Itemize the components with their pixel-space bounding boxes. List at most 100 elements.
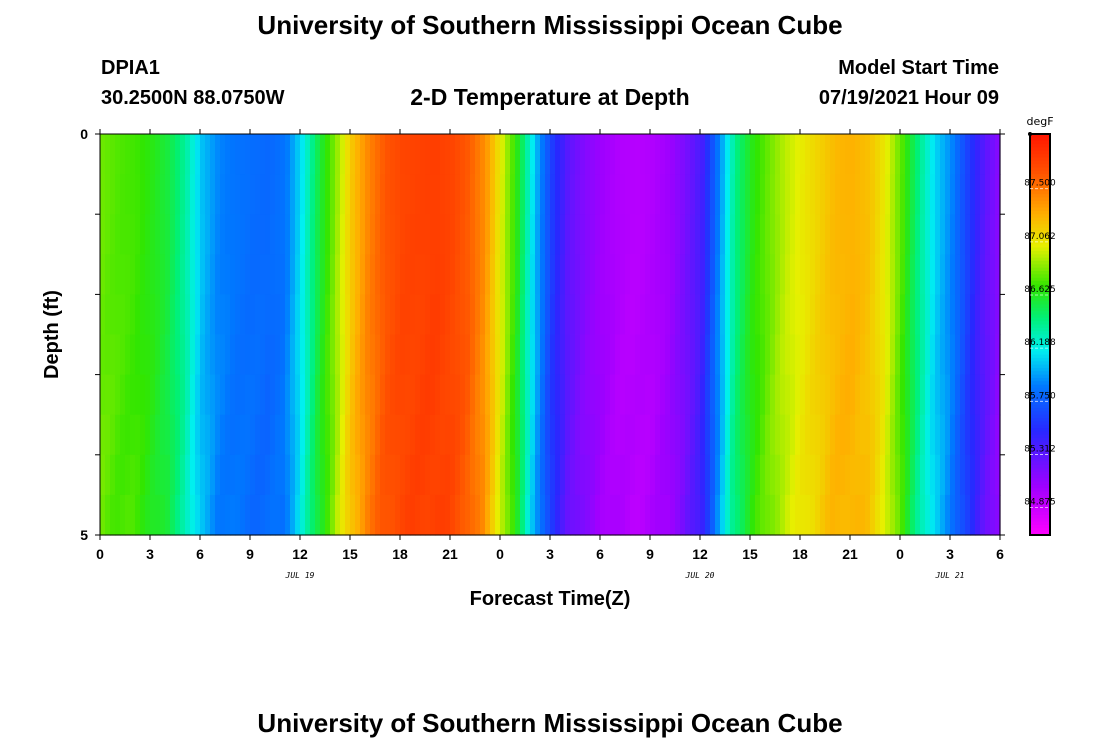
heatmap-cell — [865, 374, 871, 416]
heatmap-cell — [525, 374, 531, 416]
heatmap-cell — [255, 254, 261, 295]
heatmap-cell — [320, 174, 326, 215]
heatmap-cell — [450, 334, 456, 376]
heatmap-cell — [750, 254, 756, 295]
heatmap-cell — [795, 374, 801, 416]
heatmap-cell — [625, 494, 631, 536]
heatmap-cell — [850, 454, 856, 496]
heatmap-cell — [105, 134, 111, 175]
heatmap-cell — [835, 254, 841, 295]
heatmap-cell — [985, 454, 991, 496]
heatmap-cell — [680, 254, 686, 295]
heatmap-cell — [395, 334, 401, 376]
heatmap-cell — [695, 374, 701, 416]
heatmap-cell — [685, 174, 691, 215]
heatmap-cell — [580, 254, 586, 295]
colorbar-segment — [1030, 144, 1050, 148]
heatmap-cell — [125, 294, 131, 336]
heatmap-cell — [140, 174, 146, 215]
heatmap-cell — [890, 414, 896, 456]
colorbar-segment — [1030, 411, 1050, 416]
heatmap-cell — [545, 494, 551, 536]
heatmap-cell — [510, 414, 516, 456]
heatmap-cell — [695, 214, 701, 255]
colorbar-segment — [1030, 271, 1050, 275]
heatmap-cell — [495, 214, 501, 255]
heatmap-cell — [280, 494, 286, 536]
heatmap-cell — [465, 254, 471, 295]
x-tick-label: 12 — [692, 546, 708, 562]
heatmap — [100, 134, 1001, 536]
heatmap-cell — [885, 134, 891, 175]
colorbar-segment — [1030, 324, 1050, 329]
heatmap-cell — [380, 494, 386, 536]
heatmap-cell — [355, 134, 361, 175]
heatmap-cell — [685, 294, 691, 336]
x-tick-label: 3 — [146, 546, 154, 562]
heatmap-cell — [165, 174, 171, 215]
heatmap-cell — [150, 414, 156, 456]
heatmap-cell — [320, 334, 326, 376]
heatmap-cell — [980, 214, 986, 255]
heatmap-cell — [890, 454, 896, 496]
heatmap-cell — [375, 134, 381, 175]
heatmap-cell — [475, 214, 481, 255]
colorbar-segment — [1030, 274, 1050, 279]
heatmap-cell — [870, 294, 876, 336]
heatmap-cell — [720, 374, 726, 416]
heatmap-cell — [755, 134, 761, 175]
heatmap-cell — [705, 374, 711, 416]
x-tick-label: 21 — [442, 546, 458, 562]
heatmap-cell — [370, 374, 376, 416]
heatmap-cell — [875, 254, 881, 295]
heatmap-cell — [790, 294, 796, 336]
heatmap-cell — [485, 254, 491, 295]
heatmap-cell — [940, 374, 946, 416]
heatmap-cell — [125, 454, 131, 496]
colorbar-segment — [1030, 267, 1050, 272]
heatmap-cell — [505, 494, 511, 536]
colorbar-segment — [1030, 197, 1050, 202]
heatmap-cell — [540, 414, 546, 456]
heatmap-cell — [155, 414, 161, 456]
heatmap-cell — [530, 134, 536, 175]
heatmap-cell — [995, 294, 1001, 336]
colorbar-unit: degF — [1026, 115, 1053, 128]
heatmap-cell — [720, 494, 726, 536]
heatmap-cell — [315, 134, 321, 175]
colorbar-segment — [1030, 257, 1050, 262]
heatmap-cell — [345, 254, 351, 295]
heatmap-cell — [620, 294, 626, 336]
heatmap-cell — [705, 294, 711, 336]
heatmap-cell — [115, 294, 121, 336]
heatmap-cell — [730, 374, 736, 416]
heatmap-cell — [335, 254, 341, 295]
heatmap-cell — [475, 134, 481, 175]
heatmap-cell — [350, 134, 356, 175]
heatmap-cell — [415, 294, 421, 336]
heatmap-cell — [710, 174, 716, 215]
heatmap-cell — [400, 174, 406, 215]
heatmap-cell — [555, 214, 561, 255]
heatmap-cell — [860, 254, 866, 295]
colorbar-segment — [1030, 364, 1050, 369]
heatmap-cell — [285, 214, 291, 255]
heatmap-cell — [730, 174, 736, 215]
heatmap-cell — [375, 294, 381, 336]
heatmap-cell — [720, 414, 726, 456]
heatmap-cell — [770, 214, 776, 255]
heatmap-cell — [795, 254, 801, 295]
heatmap-cell — [210, 294, 216, 336]
x-date-label: JUL 21 — [935, 571, 965, 580]
heatmap-cell — [360, 494, 366, 536]
heatmap-cell — [510, 254, 516, 295]
heatmap-cell — [855, 134, 861, 175]
heatmap-cell — [640, 294, 646, 336]
heatmap-cell — [665, 254, 671, 295]
heatmap-cell — [455, 374, 461, 416]
heatmap-cell — [380, 174, 386, 215]
heatmap-cell — [290, 414, 296, 456]
heatmap-cell — [865, 294, 871, 336]
heatmap-cell — [815, 134, 821, 175]
heatmap-cell — [690, 334, 696, 376]
